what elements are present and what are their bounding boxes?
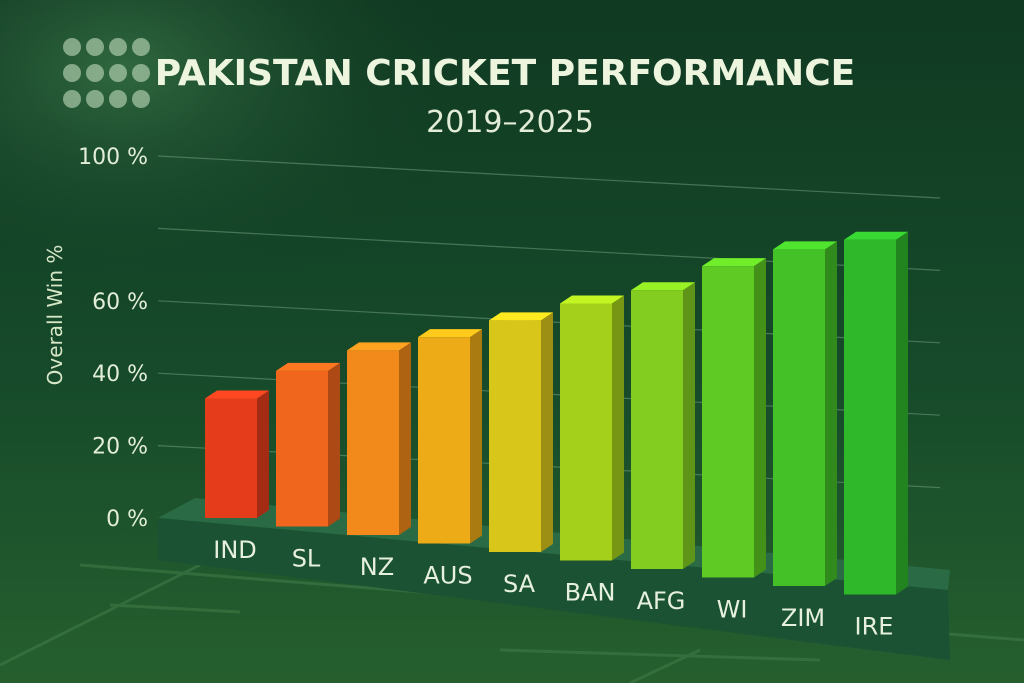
bar-ban bbox=[560, 295, 624, 561]
bars bbox=[205, 231, 908, 595]
x-tick-label: AUS bbox=[423, 562, 472, 590]
y-tick-label: 60 % bbox=[92, 290, 148, 315]
x-tick-label: WI bbox=[717, 596, 748, 624]
floodlight-icon bbox=[63, 38, 150, 108]
bar-zim bbox=[773, 241, 837, 586]
x-tick-label: IND bbox=[213, 536, 257, 564]
x-axis-labels: IND SL NZ AUS SA BAN AFG WI ZIM IRE bbox=[213, 536, 893, 641]
x-tick-label: SL bbox=[292, 545, 321, 573]
y-tick-label: 40 % bbox=[92, 362, 148, 387]
y-tick-label: 0 % bbox=[106, 507, 148, 532]
x-tick-label: IRE bbox=[855, 613, 894, 641]
bar-wi bbox=[702, 258, 766, 578]
chart-title: PAKISTAN CRICKET PERFORMANCE bbox=[155, 53, 855, 94]
bar-sl bbox=[276, 362, 340, 527]
grid-line bbox=[157, 155, 941, 199]
x-tick-label: AFG bbox=[637, 587, 686, 615]
y-tick-label: 100 % bbox=[78, 145, 148, 170]
x-tick-label: NZ bbox=[360, 553, 394, 581]
y-tick-label: 20 % bbox=[92, 435, 148, 460]
bar-afg bbox=[631, 282, 695, 569]
y-axis-label: Overall Win % bbox=[43, 245, 67, 386]
x-tick-label: ZIM bbox=[781, 604, 825, 632]
x-tick-label: BAN bbox=[565, 579, 616, 607]
bar-ind bbox=[205, 390, 269, 518]
bar-sa bbox=[489, 312, 553, 552]
bar-ire bbox=[844, 231, 908, 595]
x-tick-label: SA bbox=[503, 570, 536, 598]
bar-aus bbox=[418, 329, 482, 544]
chart-subtitle: 2019–2025 bbox=[426, 105, 594, 140]
bar-nz bbox=[347, 342, 411, 535]
y-axis-ticks: 0 % 20 % 40 % 60 % 100 % bbox=[78, 145, 148, 532]
